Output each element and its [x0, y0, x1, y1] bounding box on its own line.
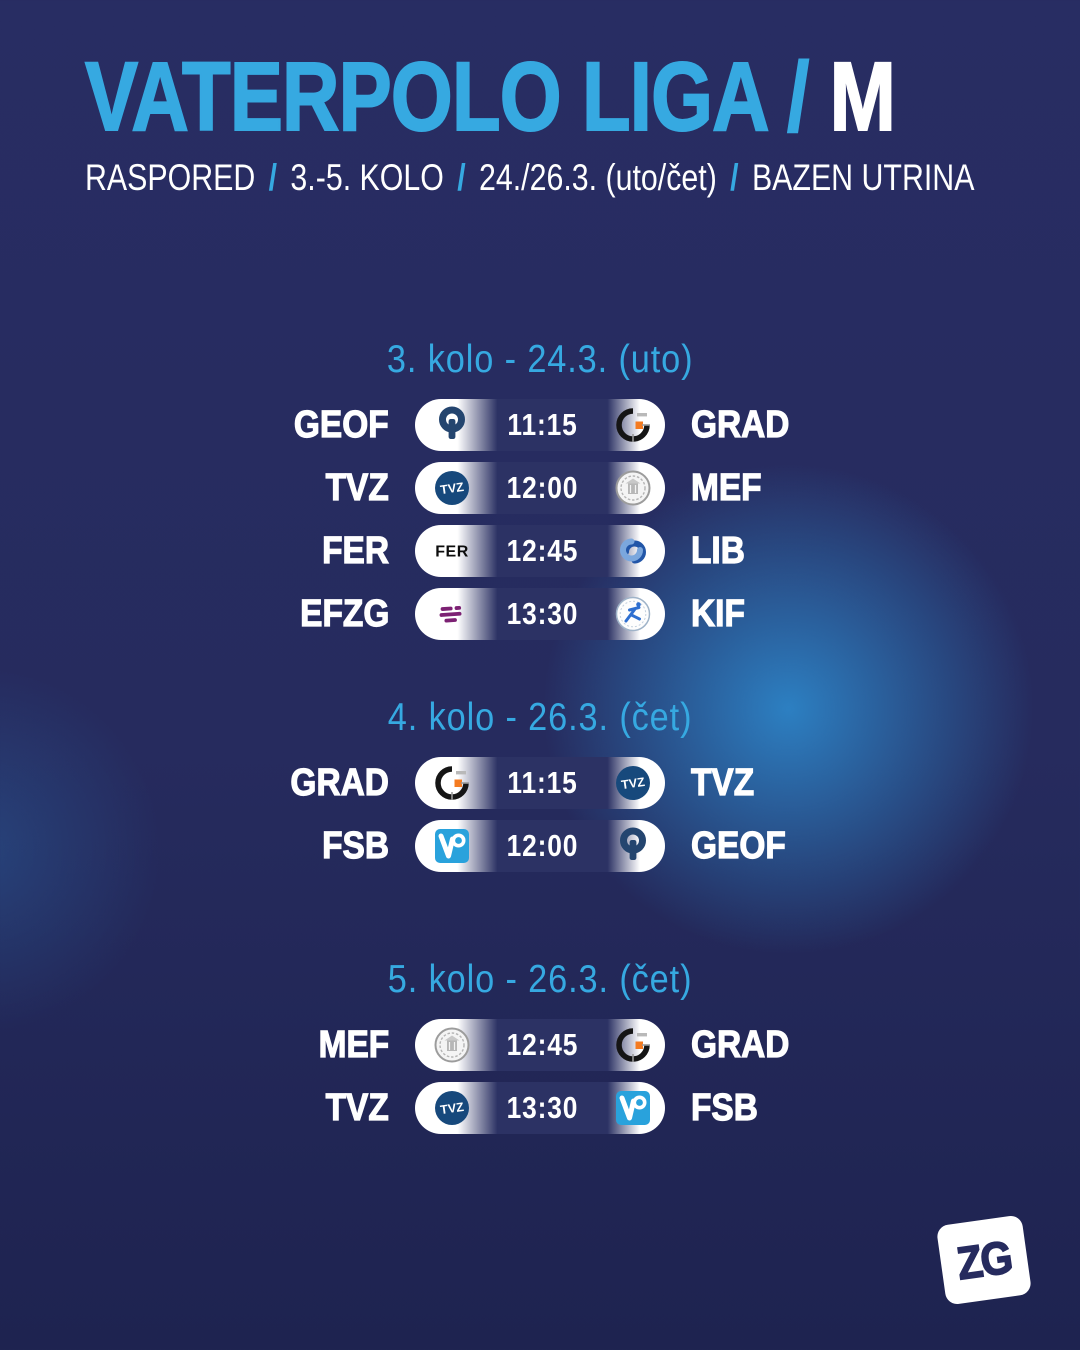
- team-name-away: LIB: [690, 529, 745, 572]
- match-pill: 12:45: [415, 1019, 665, 1071]
- match-row: GRAD 11:15 TVZ TVZ: [164, 757, 916, 809]
- zg-logo: ZG: [935, 1214, 1033, 1306]
- fer-logo-icon: FER: [432, 531, 472, 571]
- team-name-home: FER: [322, 529, 390, 572]
- match-row: MEF 12:45 GRAD: [164, 1019, 916, 1071]
- subtitle-part: 24./26.3. (uto/čet): [478, 157, 717, 198]
- home-team-cell: EFZG: [164, 592, 389, 636]
- title-main: VATERPOLO LIGA /: [84, 42, 810, 151]
- fsb-logo-icon: [613, 1088, 653, 1128]
- subtitle-part: BAZEN UTRINA: [751, 157, 975, 198]
- home-team-cell: MEF: [164, 1023, 390, 1067]
- away-team-cell: GRAD: [690, 403, 916, 447]
- away-team-cell: TVZ: [690, 761, 916, 805]
- home-team-cell: GEOF: [164, 403, 390, 447]
- match-time: 11:15: [507, 765, 578, 800]
- match-time: 12:00: [506, 828, 579, 863]
- home-team-cell: FER: [164, 529, 390, 573]
- match-rows: MEF 12:45 GRAD TVZ TVZ 13:30 FSB: [164, 1019, 916, 1134]
- match-pill: FER 12:45: [415, 525, 665, 577]
- away-team-cell: LIB: [690, 529, 916, 573]
- match-time: 12:00: [506, 470, 579, 505]
- fsb-logo-icon: [432, 826, 472, 866]
- subtitle-part: 3.-5. KOLO: [290, 157, 444, 198]
- subtitle-part: RASPORED: [85, 157, 256, 198]
- match-pill: 12:00: [415, 820, 665, 872]
- round-section: 4. kolo - 26.3. (čet) GRAD 11:15 TVZ TVZ FSB 1…: [0, 696, 1080, 872]
- match-time: 11:15: [507, 407, 578, 442]
- team-name-home: TVZ: [325, 1086, 389, 1129]
- match-pill: 11:15: [415, 399, 665, 451]
- geof-logo-icon: [613, 826, 653, 866]
- title-gender: M: [829, 42, 897, 151]
- zg-logo-text: ZG: [953, 1230, 1015, 1290]
- away-team-cell: GEOF: [690, 824, 916, 868]
- match-row: TVZ TVZ 13:30 FSB: [164, 1082, 916, 1134]
- round-heading: 4. kolo - 26.3. (čet): [387, 696, 693, 739]
- lib-logo-icon: [613, 531, 653, 571]
- svg-text:TVZ: TVZ: [439, 480, 465, 497]
- tvz-logo-icon: TVZ: [432, 1088, 472, 1128]
- match-rows: GRAD 11:15 TVZ TVZ FSB 12:00 GEOF: [164, 757, 916, 872]
- match-time: 12:45: [506, 533, 579, 568]
- match-time: 12:45: [506, 1027, 579, 1062]
- match-rows: GEOF 11:15 GRAD TVZ TVZ 12:00 MEF FER FER 12:45 LI…: [164, 399, 916, 640]
- team-name-away: TVZ: [690, 761, 755, 804]
- team-name-away: KIF: [690, 592, 745, 635]
- efzg-logo-icon: [432, 594, 472, 634]
- team-name-home: EFZG: [299, 592, 389, 635]
- team-name-home: FSB: [322, 824, 390, 867]
- match-pill: 13:30: [415, 588, 665, 640]
- round-heading: 5. kolo - 26.3. (čet): [387, 958, 693, 1001]
- match-time: 13:30: [506, 1090, 579, 1125]
- round-heading: 3. kolo - 24.3. (uto): [386, 338, 694, 381]
- team-name-home: GEOF: [294, 403, 390, 446]
- away-team-cell: FSB: [690, 1086, 916, 1130]
- svg-text:TVZ: TVZ: [620, 775, 646, 792]
- tvz-logo-icon: TVZ: [432, 468, 472, 508]
- geof-logo-icon: [432, 405, 472, 445]
- match-time: 13:30: [506, 596, 579, 631]
- match-row: EFZG 13:30 KIF: [164, 588, 916, 640]
- away-team-cell: GRAD: [690, 1023, 916, 1067]
- team-name-away: GRAD: [690, 403, 790, 446]
- match-row: FSB 12:00 GEOF: [164, 820, 916, 872]
- home-team-cell: TVZ: [164, 466, 389, 510]
- match-pill: TVZ 13:30: [415, 1082, 665, 1134]
- slash-separator: /: [457, 157, 466, 198]
- home-team-cell: TVZ: [164, 1086, 389, 1130]
- tvz-logo-icon: TVZ: [613, 763, 653, 803]
- slash-separator: /: [730, 157, 739, 198]
- grad-logo-icon: [432, 763, 472, 803]
- team-name-away: FSB: [690, 1086, 758, 1129]
- page-title: VATERPOLO LIGA / M: [84, 47, 1073, 146]
- round-section: 3. kolo - 24.3. (uto) GEOF 11:15 GRAD TVZ TVZ…: [0, 338, 1080, 640]
- home-team-cell: GRAD: [164, 761, 390, 805]
- team-name-home: MEF: [318, 1023, 390, 1066]
- kif-logo-icon: [613, 594, 653, 634]
- subtitle: RASPORED / 3.-5. KOLO / 24./26.3. (uto/č…: [85, 157, 1080, 199]
- slash-separator: /: [268, 157, 278, 198]
- away-team-cell: MEF: [690, 466, 916, 510]
- match-row: GEOF 11:15 GRAD: [164, 399, 916, 451]
- grad-logo-icon: [613, 405, 653, 445]
- match-row: TVZ TVZ 12:00 MEF: [164, 462, 916, 514]
- team-name-home: TVZ: [325, 466, 389, 509]
- match-pill: 11:15 TVZ: [415, 757, 665, 809]
- svg-text:FER: FER: [435, 544, 469, 561]
- round-section: 5. kolo - 26.3. (čet) MEF 12:45 GRAD TVZ TVZ 1…: [0, 958, 1080, 1134]
- team-name-away: MEF: [690, 466, 762, 509]
- mef-logo-icon: [613, 468, 653, 508]
- grad-logo-icon: [613, 1025, 653, 1065]
- match-row: FER FER 12:45 LIB: [164, 525, 916, 577]
- home-team-cell: FSB: [164, 824, 390, 868]
- team-name-away: GEOF: [690, 824, 786, 867]
- svg-text:TVZ: TVZ: [439, 1100, 465, 1117]
- away-team-cell: KIF: [690, 592, 916, 636]
- team-name-away: GRAD: [690, 1023, 790, 1066]
- match-pill: TVZ 12:00: [415, 462, 665, 514]
- mef-logo-icon: [432, 1025, 472, 1065]
- team-name-home: GRAD: [290, 761, 390, 804]
